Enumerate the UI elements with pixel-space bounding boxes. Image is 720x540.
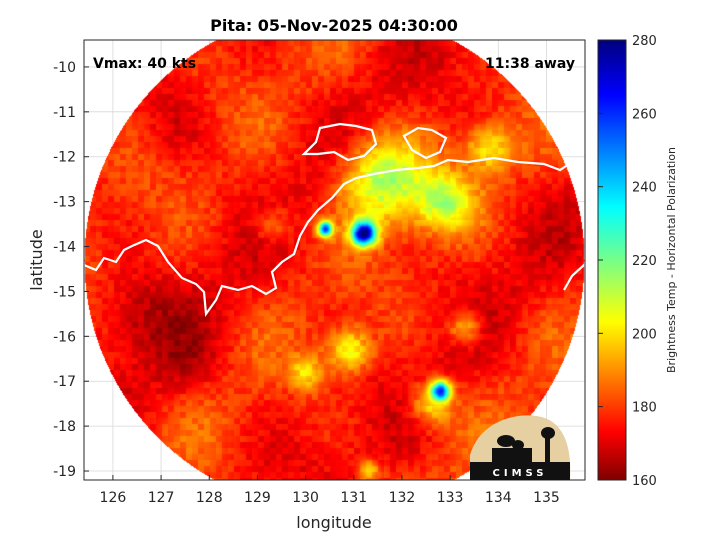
y-tick-label: -10 [53, 60, 76, 76]
coastline [84, 122, 585, 318]
x-tick-label: 133 [437, 490, 464, 506]
colorbar-tick-label: 160 [632, 474, 657, 489]
time-away-label: 11:38 away [485, 56, 575, 72]
colorbar-label: Brightness Temp - Horizontal Polarizatio… [665, 147, 678, 373]
x-tick-label: 130 [292, 490, 319, 506]
coastline-segment [563, 263, 585, 291]
x-tick-label: 132 [389, 490, 416, 506]
x-tick-label: 128 [196, 490, 223, 506]
y-tick-label: -18 [53, 419, 76, 435]
y-tick-label: -13 [53, 195, 76, 211]
brightness-temp-swath [84, 40, 585, 480]
coastline-segment [402, 126, 448, 160]
vmax-label: Vmax: 40 kts [93, 56, 196, 72]
colorbar-ticks: 280 260 240 220 200 180 160 [598, 34, 657, 489]
colorbar-tick-label: 240 [632, 181, 657, 196]
logo-building [492, 448, 532, 462]
logo-tower [545, 436, 550, 464]
colorbar-tick-label: 180 [632, 401, 657, 416]
y-tick-label: -16 [53, 329, 76, 345]
y-tick-label: -17 [53, 374, 76, 390]
y-tick-label: -12 [53, 150, 76, 166]
y-tick-label: -11 [53, 105, 76, 121]
x-tick-label: 127 [148, 490, 175, 506]
x-tick-label: 134 [485, 490, 512, 506]
x-tick-label: 131 [340, 490, 367, 506]
y-tick-label: -19 [53, 464, 76, 480]
coastline-segment [84, 156, 585, 318]
coastline-segment [301, 122, 378, 162]
x-tick-label: 135 [533, 490, 560, 506]
swath-group [84, 40, 585, 480]
colorbar-tick-label: 220 [632, 254, 657, 269]
colorbar-tick-label: 200 [632, 327, 657, 342]
logo-dish [497, 435, 515, 447]
y-tick-label: -14 [53, 240, 76, 256]
x-axis-label: longitude [296, 513, 371, 532]
logo-band [470, 462, 570, 480]
x-tick-label: 129 [244, 490, 271, 506]
y-axis-label: latitude [27, 229, 46, 290]
x-tick-label: 126 [100, 490, 127, 506]
logo-text: CIMSS [493, 468, 548, 479]
y-axis-ticks: -10 -11 -12 -13 -14 -15 -16 -17 -18 -19 [53, 60, 89, 480]
y-tick-label: -15 [53, 284, 76, 300]
cimss-logo: CIMSS [470, 415, 571, 480]
colorbar-tick-label: 280 [632, 34, 657, 49]
plot-frame [83, 39, 586, 481]
x-axis-ticks: 126 127 128 129 130 131 132 133 134 135 [100, 475, 560, 506]
colorbar-tick-label: 260 [632, 107, 657, 122]
chart-title: Pita: 05-Nov-2025 04:30:00 [210, 16, 458, 35]
